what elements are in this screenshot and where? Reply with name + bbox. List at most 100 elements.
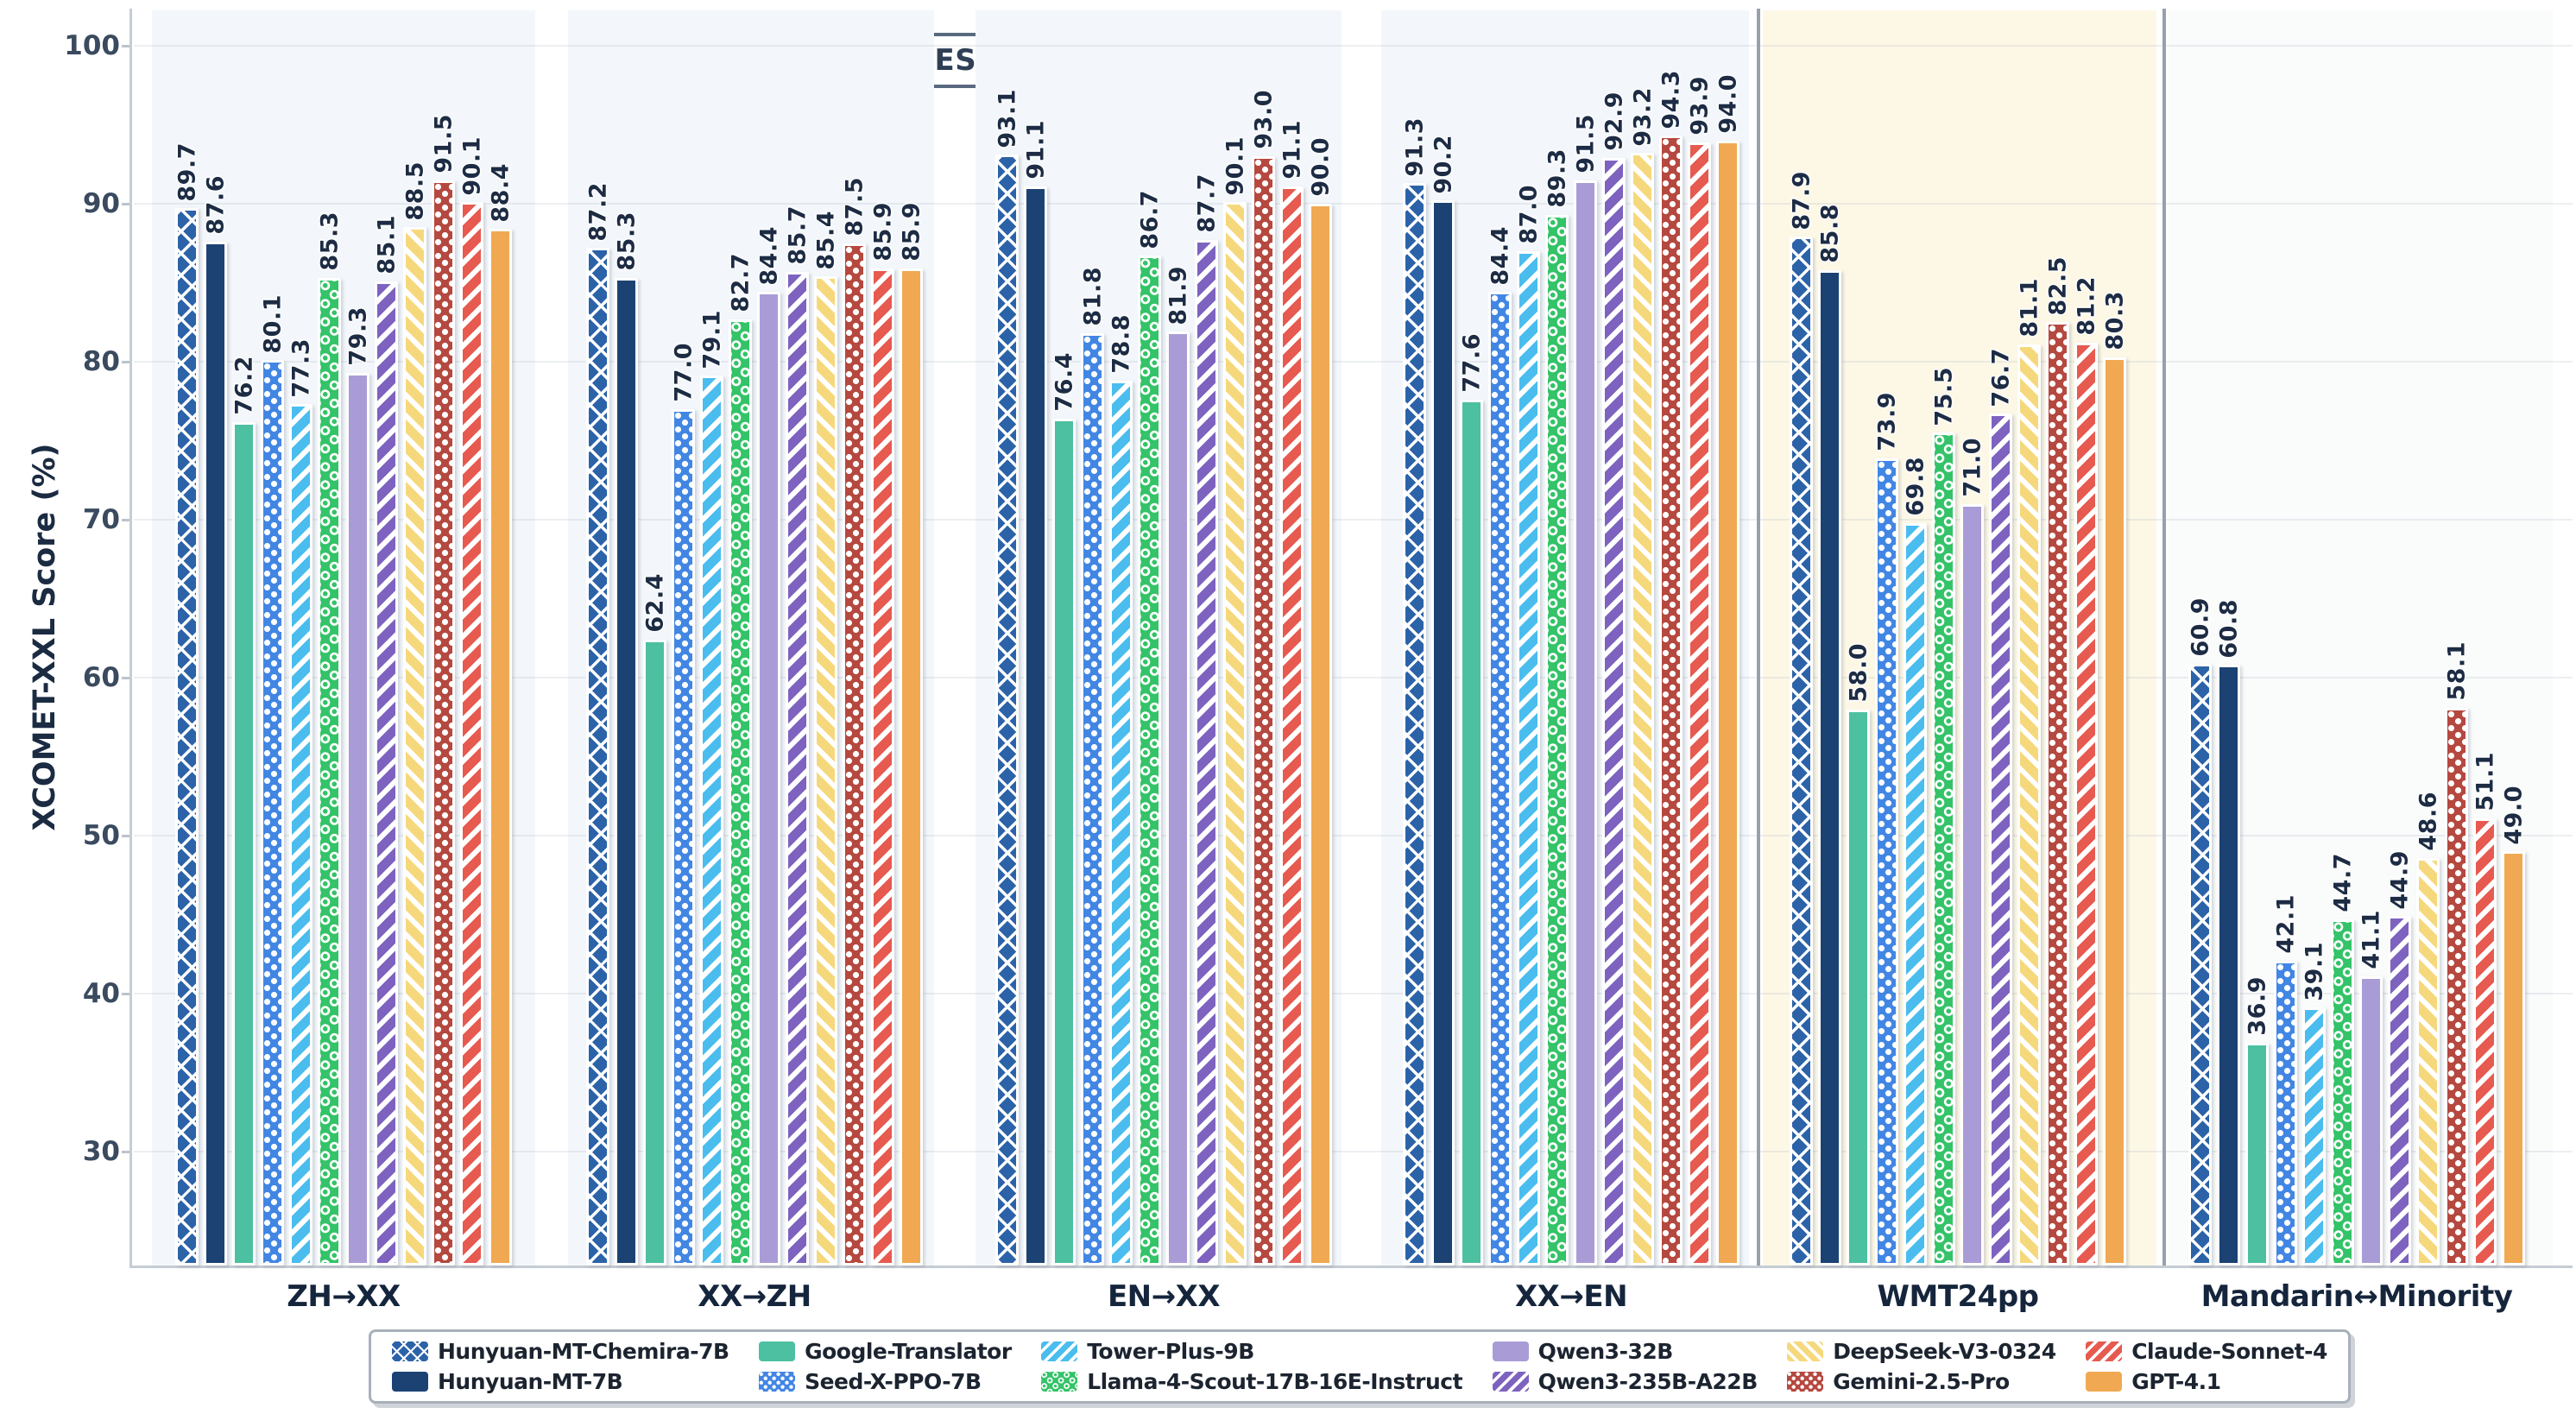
bar [1309,204,1332,1266]
bar [1790,237,1813,1266]
gridline [134,45,2573,47]
bar [1932,432,1955,1266]
legend-item-label: Tower-Plus-9B [1087,1339,1254,1364]
bar-value-label: 79.1 [698,309,725,369]
y-tick-label: 100 [64,30,120,61]
bar-value-label: 58.0 [1845,642,1872,703]
bar-value-label: 82.5 [2044,256,2071,316]
bar [2245,1042,2269,1266]
bar [2416,857,2440,1266]
x-group-label: ZH→XX [287,1279,401,1314]
bar-value-label: 89.3 [1544,148,1570,208]
legend-item: Hunyuan-MT-Chemira-7B [392,1339,729,1364]
bar-value-label: 62.4 [641,573,668,634]
bar-value-label: 91.3 [1401,117,1428,177]
bar [672,408,695,1266]
y-tick-label: 90 [82,188,120,219]
legend-item-label: Claude-Sonnet-4 [2131,1339,2327,1364]
x-group-label: XX→ZH [698,1279,811,1314]
bar [2359,975,2383,1266]
bar-value-label: 87.9 [1788,170,1815,230]
bar [2445,707,2468,1266]
legend-item: Gemini-2.5-Pro [1787,1369,2055,1394]
bar-value-label: 77.6 [1458,333,1485,393]
bar [2473,817,2497,1266]
bar [1716,140,1739,1266]
bar [2274,960,2297,1266]
bar [1280,186,1304,1266]
bar-value-label: 85.3 [316,211,343,272]
gridline [134,993,2573,994]
bar-value-label: 76.4 [1051,352,1077,412]
bar-value-label: 79.3 [344,306,371,366]
x-axis-spine [129,1266,2573,1268]
bar [432,180,455,1266]
legend-item: DeepSeek-V3-0324 [1787,1339,2056,1364]
bar [346,372,369,1266]
y-tick-mark [122,1150,132,1153]
bar-value-label: 36.9 [2244,976,2270,1036]
y-tick-mark [122,518,132,521]
bar [2217,665,2240,1266]
bar-value-label: 71.0 [1959,438,1986,497]
bar [871,268,894,1266]
bar-value-label: 58.1 [2443,641,2470,701]
bar [2046,322,2069,1266]
bar [2502,851,2525,1266]
bar [204,241,227,1266]
bar [1517,250,1540,1266]
bar-value-label: 90.2 [1430,134,1456,194]
y-tick-label: 70 [82,504,120,535]
bar-value-label: 93.9 [1686,76,1713,136]
bar-value-label: 76.7 [1987,347,2014,407]
section-divider [1757,9,1760,1266]
bar [843,243,866,1266]
bar-value-label: 93.2 [1629,86,1656,147]
bar-value-label: 80.1 [259,294,286,354]
bar [900,268,923,1266]
bar-value-label: 60.9 [2187,597,2213,657]
bar [615,278,638,1266]
x-group-label: EN→XX [1107,1279,1221,1314]
y-tick-label: 40 [82,978,120,1009]
bar [1989,413,2012,1266]
bar [1818,269,1841,1266]
bar [403,227,426,1266]
y-axis-spine [129,9,132,1266]
bar-value-label: 41.1 [2358,910,2384,969]
gridline [134,519,2573,521]
legend-item: Google-Translator [759,1339,1012,1364]
bar-value-label: 51.1 [2472,752,2498,811]
bar [1403,183,1426,1266]
bar [643,640,666,1266]
legend-swatch [759,1341,796,1361]
bar [757,292,780,1266]
bar-value-label: 90.1 [1222,136,1248,196]
bar-value-label: 44.7 [2329,853,2356,912]
gridline [134,1151,2573,1152]
bar-value-label: 80.3 [2101,290,2128,350]
legend-item-label: DeepSeek-V3-0324 [1833,1339,2056,1364]
legend-item-label: GPT-4.1 [2131,1369,2221,1394]
bar-value-label: 76.2 [230,355,257,415]
bar-value-label: 94.0 [1714,74,1741,134]
bar [2302,1007,2326,1266]
legend-item: GPT-4.1 [2086,1369,2327,1394]
bar-value-label: 81.1 [2016,278,2042,338]
bar [460,202,483,1266]
y-tick-mark [122,834,132,837]
legend-item-label: Gemini-2.5-Pro [1833,1369,2010,1394]
legend-item-label: Seed-X-PPO-7B [805,1369,982,1394]
bar [1195,240,1218,1266]
bar [1223,202,1247,1266]
y-tick-mark [122,360,132,363]
bar [2074,343,2098,1266]
bar [2103,357,2126,1266]
bar-value-label: 69.8 [1902,457,1929,516]
legend-item: Tower-Plus-9B [1041,1339,1462,1364]
legend-swatch [392,1341,428,1361]
bar [289,404,313,1266]
bar-value-label: 39.1 [2301,941,2327,1001]
bar-value-label: 87.0 [1515,185,1542,244]
bar [2388,916,2411,1266]
